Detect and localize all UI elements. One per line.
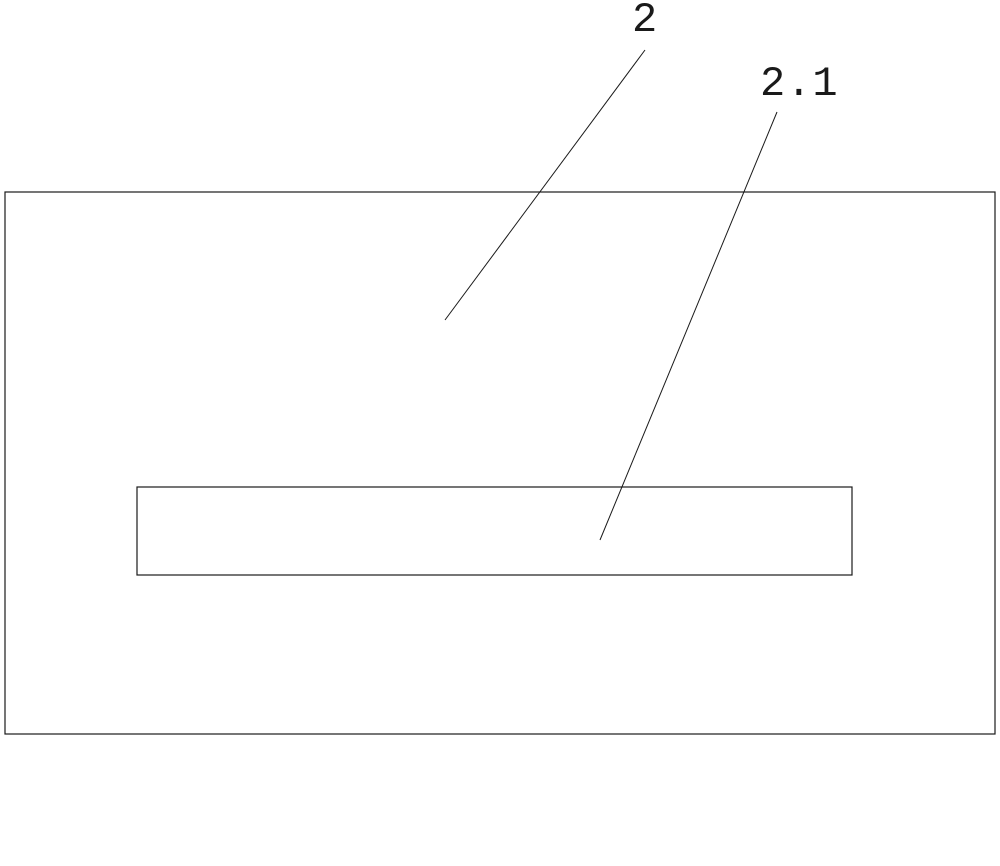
leader-line-outer: [445, 50, 645, 320]
label-outer: 2: [632, 0, 658, 44]
inner-rectangle: [137, 487, 852, 575]
leader-line-inner: [600, 112, 777, 540]
diagram-canvas: 2 2.1: [0, 0, 1000, 866]
label-inner: 2.1: [760, 60, 839, 108]
outer-rectangle: [5, 192, 995, 734]
diagram-svg: [0, 0, 1000, 866]
